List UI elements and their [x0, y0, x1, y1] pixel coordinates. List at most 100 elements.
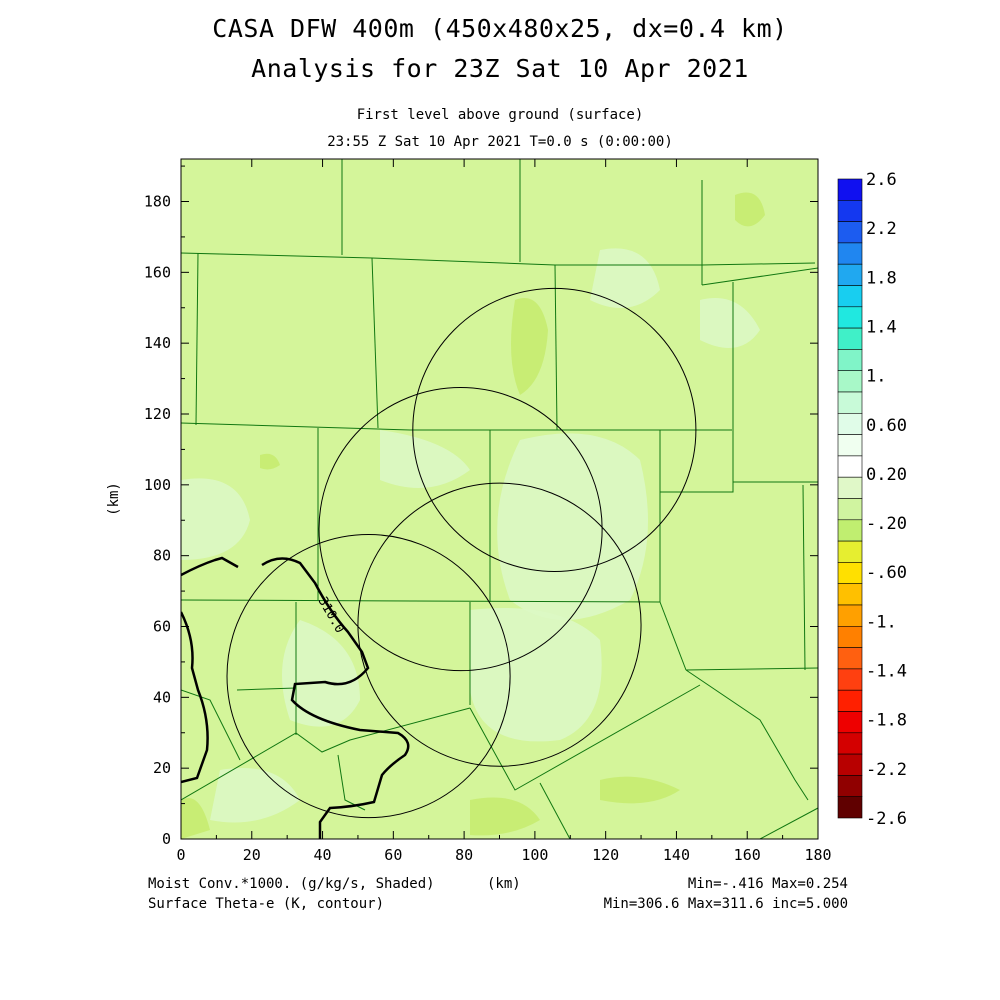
y-tick-label: 100: [144, 476, 171, 494]
colorbar-swatch: [837, 263, 863, 286]
colorbar-swatch: [837, 775, 863, 798]
colorbar-swatch: [837, 455, 863, 478]
county-boundary: [660, 481, 818, 493]
colorbar-swatch: [837, 391, 863, 414]
colorbar-label: 1.: [866, 367, 886, 387]
county-boundary: [181, 689, 241, 761]
radar-range-ring: [226, 534, 511, 819]
y-tick-label: 60: [153, 618, 171, 636]
colorbar-swatch: [837, 242, 863, 265]
colorbar-swatch: [837, 562, 863, 585]
county-boundary: [554, 264, 558, 431]
contour-field-stats: Min=306.6 Max=311.6 inc=5.000: [603, 896, 848, 912]
x-tick-label: 180: [804, 846, 831, 864]
light-shading-patch: [590, 248, 660, 308]
colorbar-label: -1.: [866, 612, 897, 632]
colorbar-swatch: [837, 370, 863, 393]
county-boundary: [181, 422, 732, 431]
colorbar-label: -.60: [866, 563, 907, 583]
dark-shading-patch: [511, 298, 548, 395]
county-boundary: [195, 252, 199, 426]
county-boundary: [236, 687, 297, 691]
colorbar-swatch: [837, 434, 863, 457]
county-boundary: [181, 707, 471, 801]
axis-ticks: 0 20 40 60 80 100 120 140 160 180 0 20 40 60 80 100 120 1…: [144, 159, 832, 864]
theta-e-contour: [181, 611, 209, 784]
county-boundary: [469, 684, 701, 791]
x-tick-label: 0: [176, 846, 185, 864]
colorbar-swatch: [837, 498, 863, 521]
dark-shading-patch: [470, 797, 540, 836]
y-tick-label: 120: [144, 405, 171, 423]
x-axis-label: (km): [487, 876, 521, 892]
analysis-title: Analysis for 23Z Sat 10 Apr 2021: [251, 54, 749, 83]
x-tick-label: 60: [384, 846, 402, 864]
colorbar-label: -.20: [866, 514, 907, 534]
light-shading-patch: [181, 478, 250, 560]
colorbar-swatch: [837, 476, 863, 499]
colorbar-swatch: [837, 412, 863, 435]
light-shading-patch: [497, 433, 648, 620]
dark-shading-patch: [600, 776, 680, 804]
theta-e-contour: [261, 557, 410, 839]
dark-shading-patch: [735, 192, 765, 227]
county-boundary: [337, 754, 366, 811]
radar-range-ring: [412, 287, 697, 572]
shaded-field-stats: Min=-.416 Max=0.254: [687, 876, 848, 892]
level-subtitle: First level above ground (surface): [356, 107, 644, 123]
colorbar-swatch: [837, 221, 863, 244]
colorbar-swatch: [837, 604, 863, 627]
y-tick-label: 20: [153, 759, 171, 777]
light-shading-patch: [700, 298, 760, 348]
colorbar-swatch: [837, 306, 863, 329]
convergence-field-background: [181, 159, 818, 839]
colorbar-swatch: [837, 519, 863, 542]
y-axis-label: (km): [106, 482, 122, 516]
time-subtitle: 23:55 Z Sat 10 Apr 2021 T=0.0 s (0:00:00…: [327, 134, 673, 150]
x-tick-label: 80: [455, 846, 473, 864]
colorbar: 2.6 2.2 1.8 1.4 1. 0.60 0.20 -.20 -.60 -1. -1.4 -1.…: [837, 170, 907, 829]
contour-field-label: Surface Theta-e (K, contour): [148, 896, 385, 912]
county-boundary: [685, 667, 818, 671]
colorbar-label: 0.20: [866, 465, 907, 485]
colorbar-swatch: [837, 327, 863, 350]
county-boundary: [685, 669, 809, 801]
y-tick-label: 40: [153, 688, 171, 706]
colorbar-label: 2.6: [866, 170, 897, 190]
theta-e-contour: [181, 556, 239, 577]
colorbar-label: -1.8: [866, 711, 907, 731]
colorbar-swatch: [837, 540, 863, 563]
county-boundary: [701, 267, 818, 286]
x-tick-label: 40: [314, 846, 332, 864]
colorbar-swatch: [837, 583, 863, 606]
county-boundary: [181, 599, 661, 603]
colorbar-label: 0.60: [866, 416, 907, 436]
colorbar-swatch: [837, 668, 863, 691]
colorbar-swatch: [837, 200, 863, 222]
colorbar-swatch: [837, 796, 863, 819]
light-shading-patch: [380, 430, 470, 488]
light-shading-patch: [282, 620, 360, 727]
colorbar-swatch: [837, 711, 863, 734]
colorbar-swatch: [837, 732, 863, 755]
map-area: 310.0: [181, 159, 818, 839]
colorbar-label: 1.8: [866, 268, 897, 288]
colorbar-swatch: [837, 349, 863, 371]
page-title: CASA DFW 400m (450x480x25, dx=0.4 km): [212, 14, 788, 43]
x-tick-label: 120: [592, 846, 619, 864]
dark-shading-patch: [260, 453, 280, 470]
colorbar-label: -2.6: [866, 809, 907, 829]
county-boundary: [759, 807, 818, 839]
y-tick-label: 80: [153, 547, 171, 565]
x-tick-label: 100: [521, 846, 548, 864]
x-tick-label: 160: [734, 846, 761, 864]
colorbar-swatch: [837, 753, 863, 776]
colorbar-swatch: [837, 285, 863, 308]
y-tick-label: 180: [144, 193, 171, 211]
county-boundary: [659, 601, 687, 671]
county-boundary: [802, 484, 806, 671]
x-tick-label: 20: [243, 846, 261, 864]
colorbar-label: 1.4: [866, 317, 897, 337]
colorbar-swatch: [837, 178, 863, 201]
